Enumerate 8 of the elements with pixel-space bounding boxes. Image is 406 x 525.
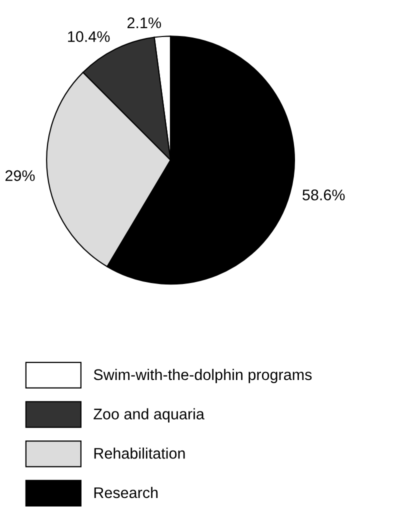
data-label: 58.6% xyxy=(302,190,345,200)
legend-label: Swim-with-the-dolphin programs xyxy=(94,368,312,384)
legend-label: Research xyxy=(94,486,158,498)
legend-label: Zoo and aquaria xyxy=(94,408,204,422)
data-label: 10.4% xyxy=(68,31,110,42)
data-label: 2.1% xyxy=(127,17,161,28)
legend-label: Rehabilitation xyxy=(94,448,185,459)
data-label: 29% xyxy=(5,170,35,182)
